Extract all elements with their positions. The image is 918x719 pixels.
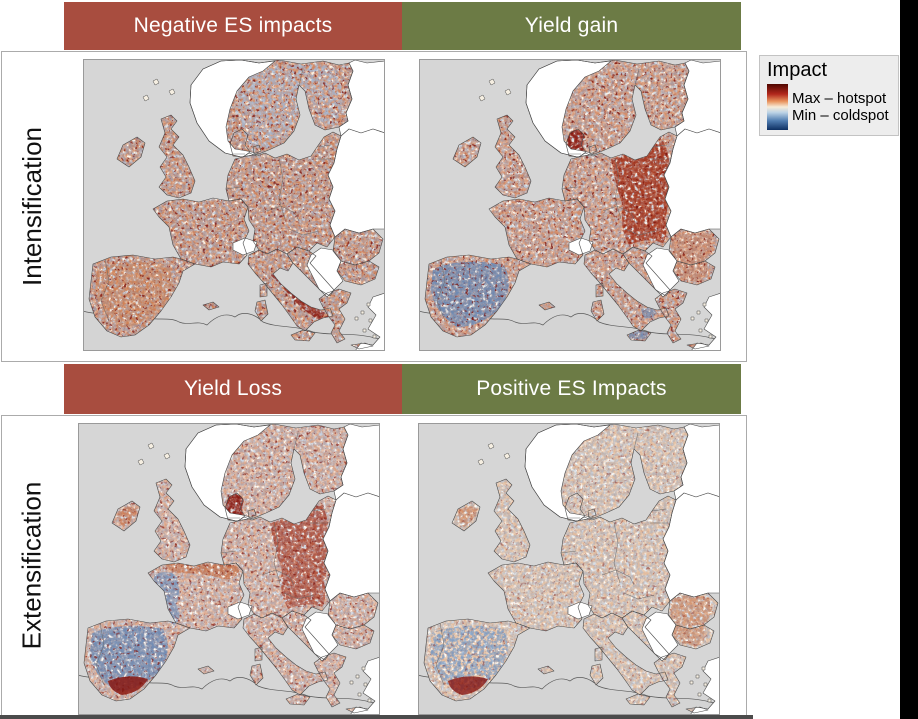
black-margin: [900, 0, 918, 719]
legend: Impact Max – hotspot Min – coldspot: [759, 55, 899, 136]
header-yield-gain: Yield gain: [402, 2, 741, 50]
legend-min-label: Min – coldspot: [792, 107, 889, 124]
header-negative-es-impacts: Negative ES impacts: [64, 2, 402, 50]
header-label: Negative ES impacts: [133, 14, 333, 37]
legend-gradient-bar: [767, 84, 788, 130]
header-label: Yield Loss: [183, 377, 283, 400]
header-yield-loss: Yield Loss: [64, 364, 402, 414]
header-label: Positive ES Impacts: [476, 377, 667, 400]
map-positive-es-impacts: [418, 423, 720, 715]
legend-title: Impact: [767, 59, 828, 81]
header-positive-es-impacts: Positive ES Impacts: [402, 364, 741, 414]
map-negative-es-impacts: [83, 59, 385, 351]
map-yield-loss: [78, 423, 380, 715]
map-yield-gain: [419, 59, 721, 351]
row-label-extensification: Extensification: [16, 481, 47, 649]
figure-bottom-edge: [0, 715, 753, 719]
header-label: Yield gain: [524, 14, 619, 37]
legend-max-label: Max – hotspot: [792, 90, 887, 107]
row-label-intensification: Intensification: [16, 127, 47, 286]
